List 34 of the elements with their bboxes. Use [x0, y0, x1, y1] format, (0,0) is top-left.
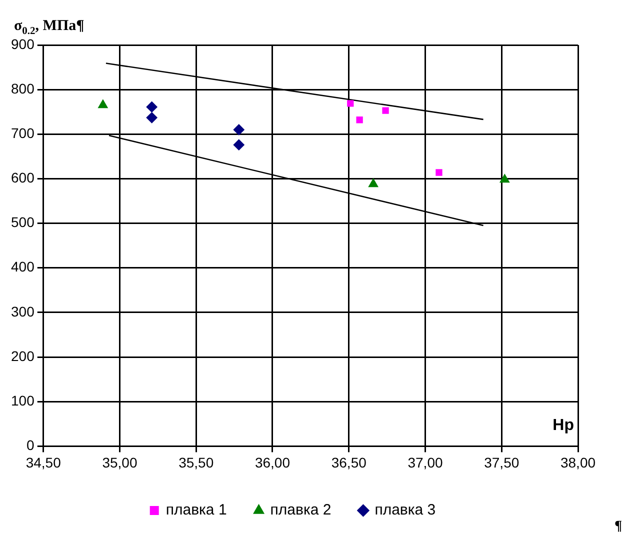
y-tick-label: 200	[11, 348, 35, 364]
point	[233, 139, 244, 150]
y-tick-label: 400	[11, 258, 35, 275]
legend-label: плавка 1	[166, 502, 227, 519]
x-tick-label: 35,50	[178, 454, 214, 470]
x-tick-label: 38,00	[560, 454, 596, 470]
point	[436, 169, 442, 176]
point	[368, 178, 378, 188]
x-tick-label: 37,00	[408, 454, 443, 470]
x-tick-label: 36,00	[254, 454, 290, 470]
point	[146, 112, 158, 124]
y-tick-label: 0	[26, 437, 35, 454]
x-tick-label: 34,50	[26, 454, 62, 470]
y-tick-label: 300	[11, 303, 35, 320]
point	[347, 100, 354, 107]
point	[233, 124, 244, 136]
point	[382, 107, 389, 114]
y-tick-label: 500	[11, 214, 35, 230]
point	[356, 116, 363, 124]
y-tick-label: 600	[11, 170, 35, 186]
x-tick-label: 36,50	[331, 454, 367, 470]
point	[146, 101, 158, 112]
x-axis-title: Hp	[552, 417, 574, 434]
x-tick-label: 35,00	[102, 454, 138, 470]
y-tick-label: 800	[11, 80, 35, 96]
point	[98, 100, 108, 108]
point	[500, 174, 510, 183]
y-tick-label: 900	[11, 36, 35, 52]
x-tick-label: 37,50	[484, 454, 520, 470]
legend-label: плавка 2	[270, 502, 332, 519]
text: ¶	[614, 519, 622, 534]
legend-label: плавка 3	[374, 502, 436, 519]
y-tick-label: 700	[11, 125, 35, 142]
y-tick-label: 100	[11, 392, 35, 408]
